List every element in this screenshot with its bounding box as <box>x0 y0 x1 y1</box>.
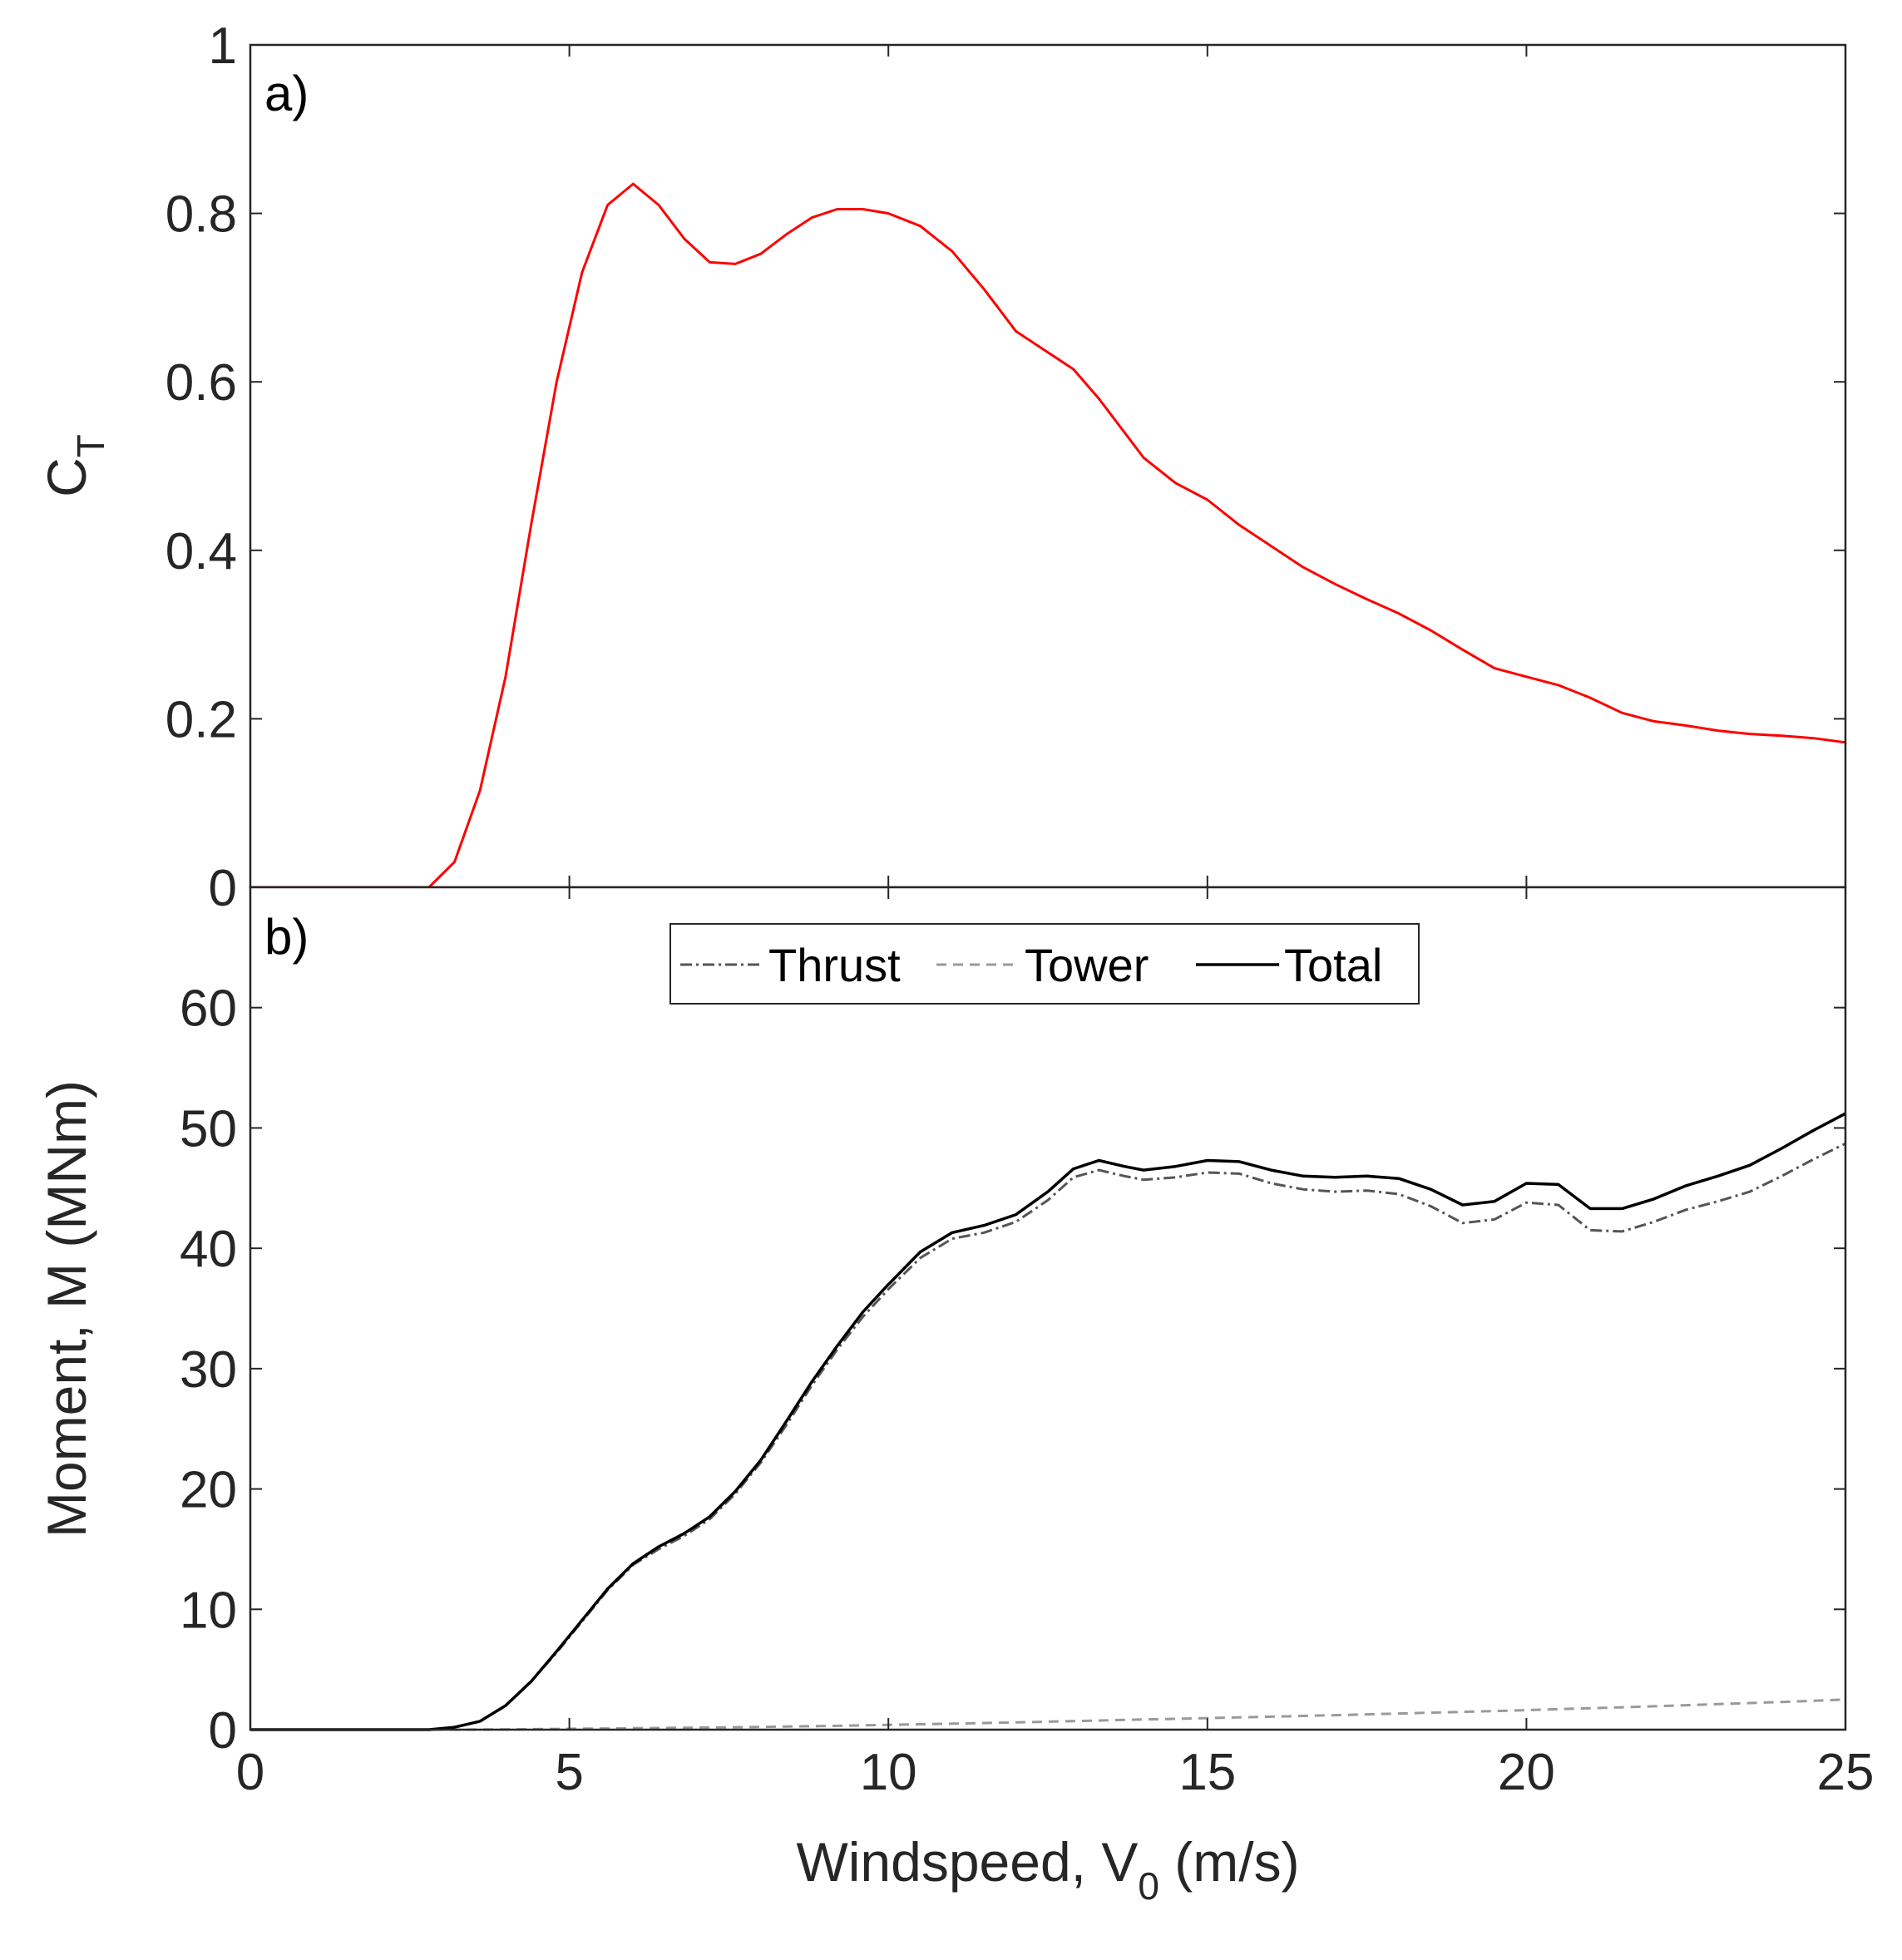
panel-a-y-axis-label: CT <box>36 434 112 497</box>
x-tick-label: 0 <box>236 1744 264 1801</box>
panel-a-label: a) <box>264 66 309 121</box>
x-axis-ticks: 0 5 10 15 20 25 <box>236 1744 1875 1801</box>
series-line-c-t <box>250 182 1846 889</box>
y-tick-label: 60 <box>180 980 237 1038</box>
y-tick-label: 0.4 <box>165 523 237 580</box>
panel-a-ct-chart: 0 0.2 0.4 0.6 0.8 1 a) CT <box>36 17 1847 917</box>
legend-box <box>669 923 1420 1005</box>
y-tick-label: 0.8 <box>165 186 237 244</box>
y-tick-label: 30 <box>180 1341 237 1399</box>
x-tick-label: 25 <box>1817 1744 1875 1801</box>
y-tick-label: 1 <box>209 17 237 75</box>
y-tick-label: 0 <box>209 860 237 917</box>
x-tick-label: 10 <box>860 1744 917 1801</box>
legend-label-total: Total <box>1284 939 1382 991</box>
panel-b-plot-area <box>250 887 1845 1730</box>
panel-a-series <box>250 182 1846 889</box>
y-tick-label: 10 <box>180 1582 237 1639</box>
y-tick-label: 40 <box>180 1221 237 1278</box>
x-axis-label: Windspeed, V0 (m/s) <box>796 1831 1299 1908</box>
legend: Thrust Tower Total <box>669 923 1420 1005</box>
series-line-total <box>250 1112 1846 1731</box>
x-tick-label: 20 <box>1498 1744 1555 1801</box>
y-tick-label: 0.6 <box>165 354 237 412</box>
panel-b-moment-chart: 0 10 20 30 40 50 60 b) Moment, M (MNm) Thrust … <box>36 886 1847 1760</box>
panel-b-frame <box>249 886 1847 1731</box>
y-tick-label: 20 <box>180 1462 237 1519</box>
legend-label-tower: Tower <box>1025 939 1149 991</box>
y-tick-label: 0.2 <box>165 691 237 748</box>
legend-label-thrust: Thrust <box>768 939 901 991</box>
panel-a-ticks: 0 0.2 0.4 0.6 0.8 1 <box>165 17 1846 917</box>
panel-b-label: b) <box>264 909 309 965</box>
panel-a-plot-area <box>250 45 1845 887</box>
x-tick-label: 5 <box>555 1744 583 1801</box>
y-tick-label: 0 <box>209 1702 237 1760</box>
panel-b-ticks: 0 10 20 30 40 50 60 <box>180 887 1846 1760</box>
x-tick-label: 15 <box>1178 1744 1236 1801</box>
y-tick-label: 50 <box>180 1100 237 1158</box>
panel-b-y-axis-label: Moment, M (MNm) <box>36 1080 97 1538</box>
